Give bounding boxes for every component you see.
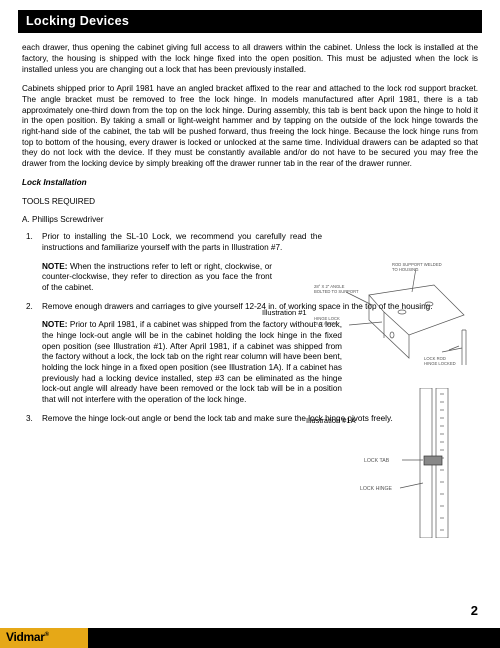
- note-text-2: Prior to April 1981, if a cabinet was sh…: [42, 320, 342, 404]
- footer-logo-block: Vidmar®: [0, 628, 88, 648]
- svg-text:LOCK TAB: LOCK TAB: [364, 458, 390, 464]
- header-title: Locking Devices: [26, 14, 129, 28]
- tools-item: A. Phillips Screwdriver: [22, 215, 478, 226]
- svg-text:OUT ANGLE: OUT ANGLE: [314, 321, 338, 326]
- footer-bar: Vidmar®: [0, 628, 500, 648]
- illustration-1-caption: Illustration #1: [262, 308, 307, 318]
- tools-heading: TOOLS REQUIRED: [22, 197, 478, 208]
- svg-text:LOCK HINGE: LOCK HINGE: [360, 486, 393, 492]
- registered-mark: ®: [45, 632, 49, 638]
- intro-para-2: Cabinets shipped prior to April 1981 hav…: [22, 84, 478, 169]
- note-text-1: When the instructions refer to left or r…: [42, 262, 272, 292]
- step-1-text: Prior to installing the SL-10 Lock, we r…: [42, 232, 322, 253]
- header-bar: Locking Devices: [18, 10, 482, 33]
- illustration-1: ROD SUPPORT WELDED TO HOUSING 28° X 2" A…: [314, 260, 482, 365]
- note-label-2: NOTE:: [42, 320, 67, 329]
- section-heading: Lock Installation: [22, 178, 478, 189]
- note-label-1: NOTE:: [42, 262, 67, 271]
- step-1-note: NOTE: When the instructions refer to lef…: [42, 262, 272, 294]
- step-2-note: NOTE: Prior to April 1981, if a cabinet …: [42, 320, 342, 405]
- illustration-1a-caption: Illustration #1A: [306, 416, 356, 426]
- footer-logo-text: Vidmar: [6, 630, 45, 644]
- intro-para-1: each drawer, thus opening the cabinet gi…: [22, 43, 478, 75]
- page-number: 2: [471, 603, 478, 620]
- svg-text:TO HOUSING: TO HOUSING: [392, 267, 418, 272]
- illustration-1a: LOCK TAB LOCK HINGE Illustration #1A: [360, 388, 470, 538]
- footer-logo: Vidmar®: [6, 630, 49, 646]
- svg-text:BOLTED TO SUPPORT: BOLTED TO SUPPORT: [314, 289, 359, 294]
- svg-text:HINGE LOCKED: HINGE LOCKED: [424, 361, 456, 365]
